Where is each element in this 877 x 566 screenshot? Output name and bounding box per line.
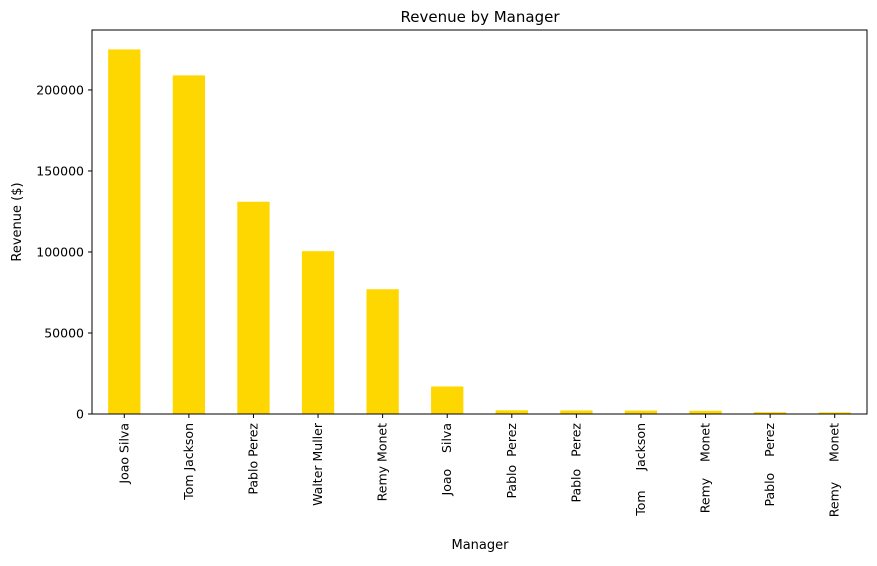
x-tick-label: Remy Monet [827,423,842,517]
bars-group [108,49,851,414]
x-axis: Joao Silva Tom Jackson Pablo Perez Walter M… [116,414,842,517]
bar-7 [560,410,593,414]
x-tick-label: Tom Jackson [633,423,648,517]
plot-area-frame [91,29,868,415]
y-tick-label: 0 [76,407,84,422]
x-tick-label: Pablo Perez [504,423,519,499]
y-axis: 0 50000 100000 150000 200000 [36,82,92,422]
x-tick-label: Joao Silva [439,423,454,496]
bar-9 [689,410,722,414]
bar-4 [366,289,399,414]
x-axis-title: Manager [452,538,510,553]
x-tick-label: Remy Monet [698,423,713,513]
bar-0 [108,49,141,414]
x-tick-label: Pablo Perez [245,423,260,495]
x-tick-label: Remy Monet [375,423,390,501]
bar-5 [431,386,464,414]
bar-2 [237,201,270,414]
y-tick-label: 100000 [36,244,84,259]
bar-10 [753,412,787,414]
y-axis-title: Revenue ($) [10,182,25,261]
bar-11 [818,412,851,414]
bar-6 [495,410,528,414]
x-tick-label: Tom Jackson [181,423,196,501]
x-tick-label: Walter Muller [310,422,325,506]
x-tick-label: Pablo Perez [762,423,777,507]
y-tick-label: 50000 [44,325,84,340]
y-tick-label: 150000 [36,163,84,178]
y-tick-label: 200000 [36,82,84,97]
bar-8 [624,410,658,414]
bar-3 [301,251,335,414]
chart-title: Revenue by Manager [400,8,560,26]
bar-1 [172,75,206,414]
x-tick-label: Joao Silva [116,423,131,485]
x-tick-label: Pablo Perez [568,423,583,503]
